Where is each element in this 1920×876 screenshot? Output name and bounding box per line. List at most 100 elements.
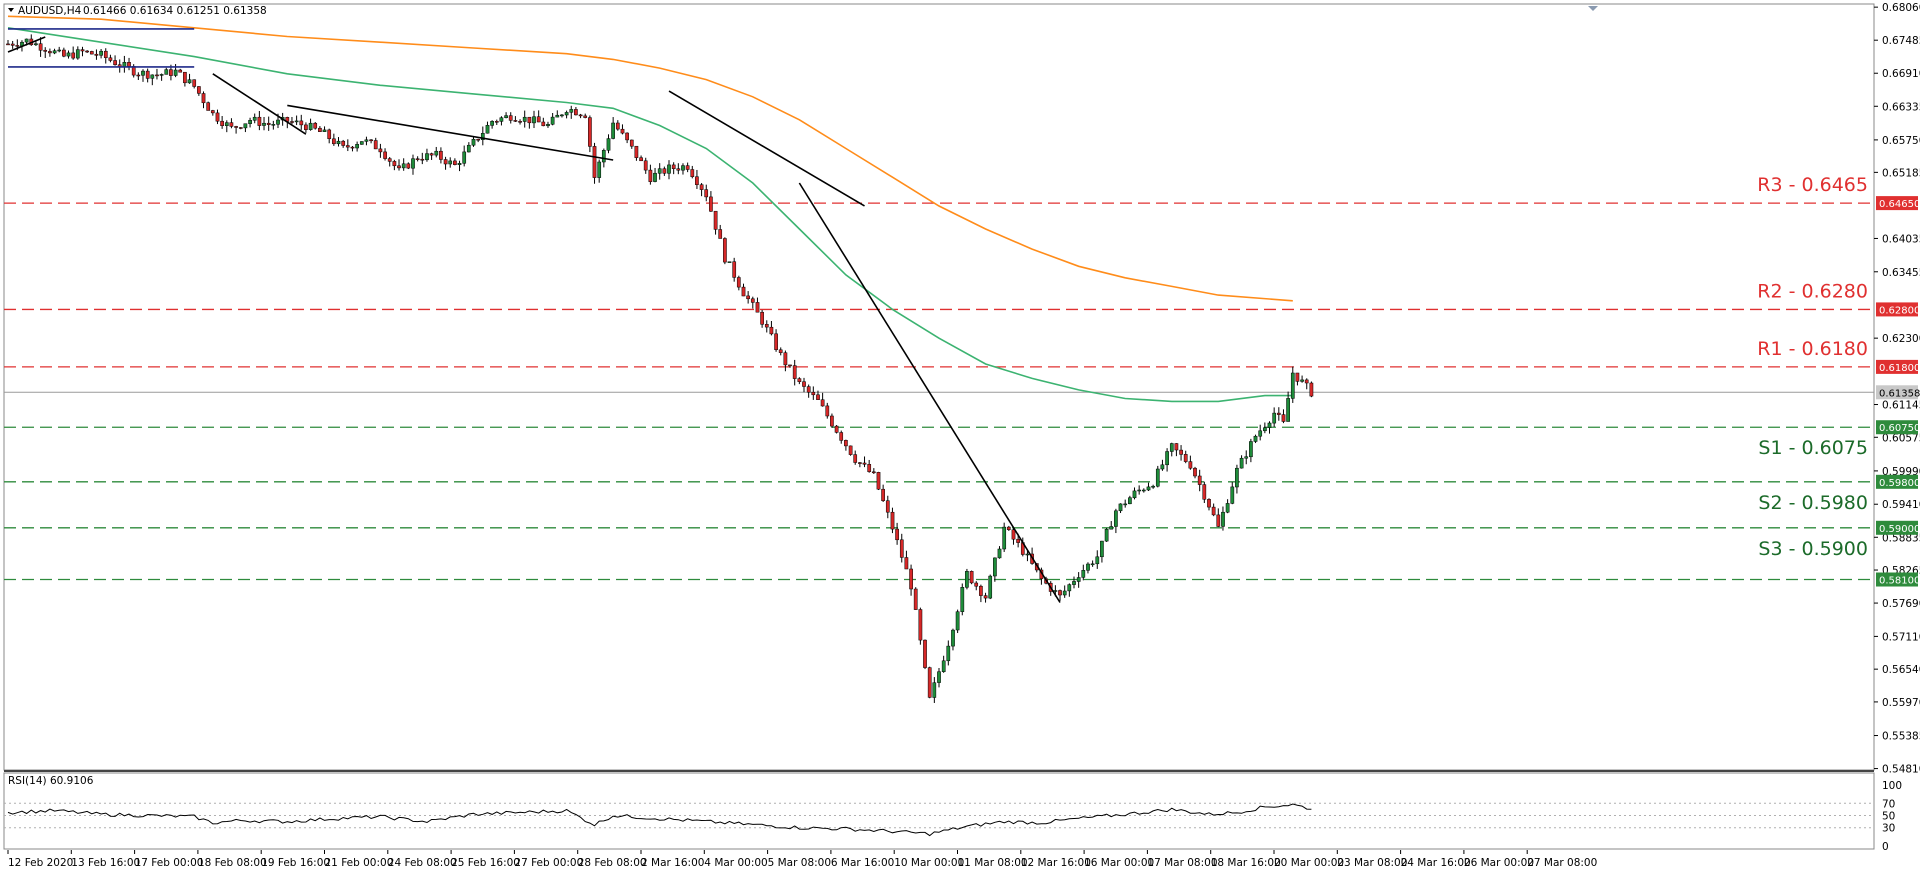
candle-body <box>830 415 834 427</box>
price-tick-label: 0.66335 <box>1882 101 1920 113</box>
support-tag-bg <box>1876 520 1918 535</box>
candle-body <box>797 378 802 382</box>
candle-body <box>48 51 52 54</box>
price-tick-label: 0.54810 <box>1882 764 1920 776</box>
scroll-marker-icon[interactable] <box>1588 6 1598 11</box>
candle-body <box>1309 382 1314 397</box>
support-tag: 0.59000 <box>1879 524 1920 535</box>
candle-body <box>439 150 443 160</box>
candle-body <box>736 277 741 288</box>
candle-body <box>1216 514 1221 527</box>
candle-body <box>820 399 825 407</box>
candle-body <box>1300 379 1304 382</box>
trendline <box>668 90 865 207</box>
candle-body <box>932 682 937 698</box>
candle-body <box>1141 489 1146 492</box>
candle-body <box>183 71 187 84</box>
candle-body <box>294 120 299 123</box>
candle-body <box>732 261 737 278</box>
candle-body <box>299 120 304 126</box>
candle-body <box>676 168 681 171</box>
support-tag-bg <box>1876 572 1918 587</box>
candle-body <box>122 62 127 67</box>
ma-slow-line <box>7 15 1293 302</box>
candle-body <box>220 120 224 126</box>
candle-body <box>1239 457 1244 469</box>
candle-body <box>1193 467 1197 477</box>
time-tick-label: 26 Mar 00:00 <box>1464 857 1534 869</box>
candle-body <box>364 139 369 142</box>
candle-body <box>304 124 308 130</box>
candle-body <box>224 122 229 126</box>
time-tick-label: 18 Feb 08:00 <box>198 857 267 869</box>
candle-body <box>1114 510 1118 527</box>
candle-body <box>332 138 336 145</box>
candle-body <box>52 50 57 54</box>
candle-body <box>560 114 564 117</box>
candle-body <box>806 386 811 393</box>
candle-body <box>248 120 252 124</box>
candle-body <box>66 52 71 57</box>
time-tick-label: 6 Mar 16:00 <box>831 857 894 869</box>
candle-body <box>508 115 513 121</box>
rsi-tick-label: 30 <box>1882 823 1895 835</box>
candle-body <box>206 102 211 111</box>
candle-body <box>639 157 643 162</box>
candle-body <box>169 69 173 76</box>
support-label: S2 - 0.5980 <box>1758 492 1868 514</box>
candle-body <box>657 168 662 174</box>
time-tick-label: 13 Feb 16:00 <box>71 857 140 869</box>
rsi-level-lines <box>4 802 1874 829</box>
support-tag-bg <box>1876 420 1918 435</box>
candle-body <box>378 148 383 153</box>
candle-body <box>490 121 494 126</box>
resistance-tag: 0.64650 <box>1879 199 1920 210</box>
candle-body <box>588 117 592 147</box>
resistance-tag-bg <box>1876 196 1918 211</box>
candle-body <box>238 127 243 129</box>
time-tick-label: 5 Mar 08:00 <box>768 857 831 869</box>
candle-body <box>713 210 718 230</box>
candle-body <box>895 528 899 541</box>
candle-body <box>1062 590 1067 596</box>
candle-body <box>918 609 923 641</box>
candle-body <box>355 144 359 149</box>
candle-body <box>485 125 490 134</box>
candle-body <box>783 352 788 366</box>
candle-body <box>75 49 80 59</box>
candle-body <box>955 611 960 631</box>
candle-body <box>494 121 499 123</box>
candle-body <box>1169 443 1174 452</box>
candle-body <box>155 74 159 77</box>
candle-body <box>197 86 201 94</box>
candle-body <box>1072 581 1076 585</box>
candle-body <box>550 116 555 125</box>
candle-body <box>634 145 639 158</box>
candle-body <box>434 150 439 156</box>
candle-body <box>750 298 755 303</box>
candle-body <box>94 53 99 56</box>
candle-body <box>974 582 979 587</box>
candle-body <box>871 471 876 474</box>
rsi-label: RSI(14) 60.9106 <box>8 775 94 787</box>
collapse-icon[interactable] <box>8 8 14 12</box>
candle-body <box>113 60 117 66</box>
candle-body <box>1272 412 1277 424</box>
candle-body <box>1230 486 1235 504</box>
candle-body <box>159 74 164 76</box>
time-tick-label: 12 Feb 2020 <box>8 857 73 869</box>
candle-body <box>760 311 764 325</box>
candle-body <box>1253 435 1258 442</box>
candle-body <box>690 169 695 177</box>
candles <box>6 34 1314 703</box>
candle-body <box>862 462 867 465</box>
candle-body <box>43 49 48 52</box>
time-tick-label: 17 Feb 00:00 <box>135 857 204 869</box>
time-tick-label: 20 Mar 00:00 <box>1274 857 1344 869</box>
candle-body <box>150 74 155 79</box>
candle-body <box>681 165 685 171</box>
candle-body <box>993 557 997 577</box>
candle-body <box>210 110 215 114</box>
